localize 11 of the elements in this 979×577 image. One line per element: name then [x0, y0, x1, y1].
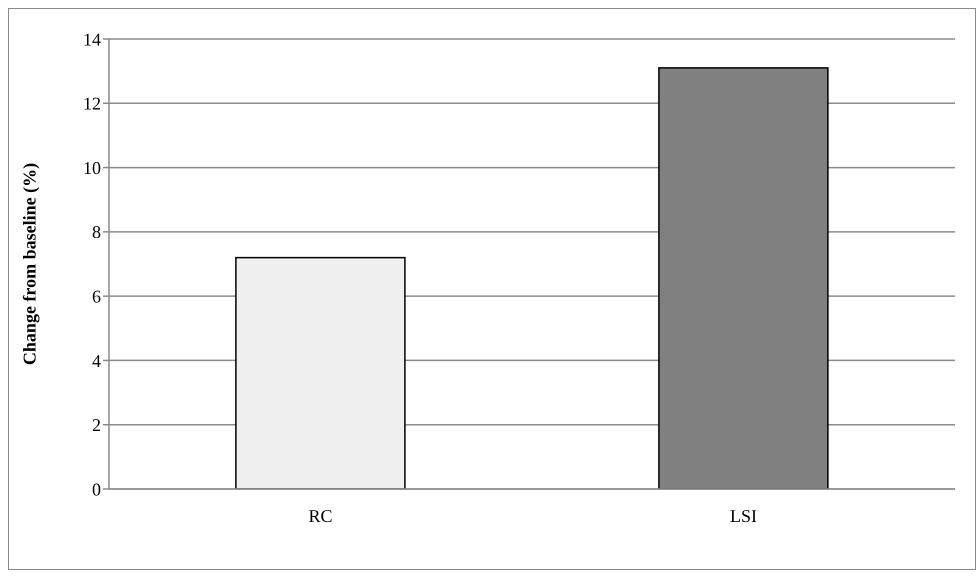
y-tick-label: 4: [92, 350, 101, 371]
y-tick-label: 10: [83, 158, 101, 178]
y-tick-label: 8: [92, 222, 101, 242]
y-tick-label: 12: [83, 94, 101, 114]
y-axis-title: Change from baseline (%): [19, 162, 40, 366]
y-tick-label: 2: [92, 415, 101, 436]
y-tick-label: 14: [83, 29, 101, 50]
x-tick-label: LSI: [730, 506, 758, 526]
x-tick-label: RC: [308, 506, 333, 526]
y-tick-label: 0: [92, 479, 101, 500]
y-tick-label: 6: [92, 286, 101, 307]
